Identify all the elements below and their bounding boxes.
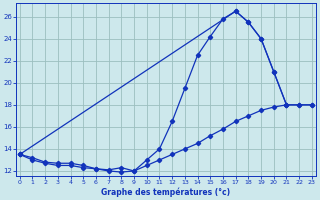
X-axis label: Graphe des températures (°c): Graphe des températures (°c) [101, 187, 230, 197]
